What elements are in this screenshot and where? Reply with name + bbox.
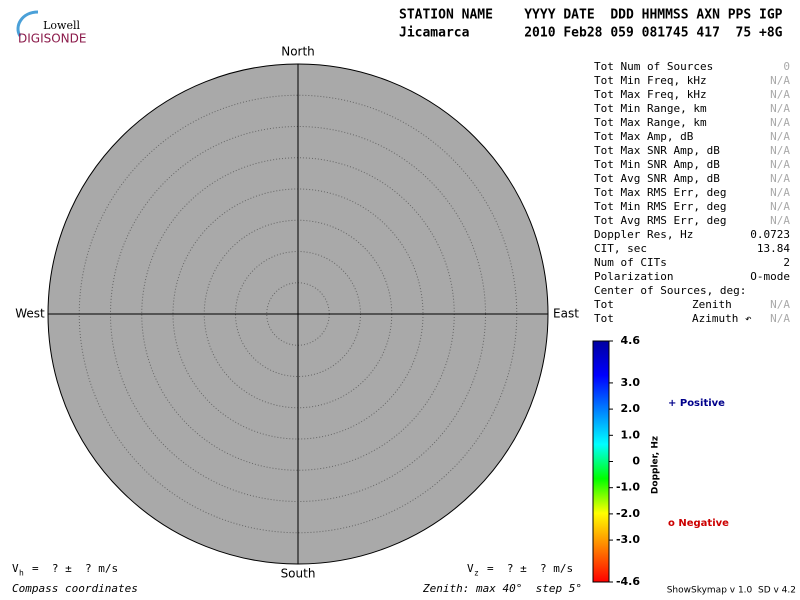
stat-value: 13.84	[757, 242, 790, 255]
logo-arc	[16, 10, 39, 37]
colorbar-tick-label: 0	[632, 455, 640, 468]
stat-value: N/A	[770, 102, 790, 115]
coords-note: Compass coordinates	[12, 582, 138, 595]
stat-label: Tot	[594, 312, 614, 325]
stat-label: Tot Max SNR Amp, dB	[594, 144, 720, 157]
header-values: Jicamarca 2010 Feb28 059 081745 417 75 +…	[399, 26, 783, 41]
stat-label: Tot	[594, 298, 614, 311]
stat-value: 0	[783, 60, 790, 73]
stat-label: Polarization	[594, 270, 673, 283]
west-label: West	[15, 307, 45, 321]
vz-sub: z	[474, 569, 479, 578]
stat-value: N/A	[770, 144, 790, 157]
stat-label: Tot Min SNR Amp, dB	[594, 158, 720, 171]
stat-value: N/A	[770, 200, 790, 213]
stat-value: O-mode	[750, 270, 790, 283]
stat-label: Doppler Res, Hz	[594, 228, 693, 241]
colorbar-tick-label: -1.0	[616, 481, 640, 494]
stat-value: N/A	[770, 298, 790, 311]
stat-label: Tot Max Freq, kHz	[594, 88, 707, 101]
vh-symbol: V	[12, 562, 19, 575]
colorbar-tick-label: 1.0	[621, 428, 641, 441]
zenith-note: Zenith: max 40° step 5°	[422, 582, 582, 595]
stat-label: Tot Max Amp, dB	[594, 130, 694, 143]
logo-line1: Lowell	[43, 19, 80, 32]
stat-label: Tot Min RMS Err, deg	[594, 200, 726, 213]
east-label: East	[553, 307, 579, 321]
vz-text: = ? ± ? m/s	[487, 562, 573, 575]
vz-symbol: V	[467, 562, 474, 575]
legend-negative: o Negative	[668, 518, 729, 529]
colorbar-tick-label: 4.6	[621, 334, 641, 347]
stat-label: Tot Avg SNR Amp, dB	[594, 172, 720, 185]
stat-value: N/A	[770, 172, 790, 185]
vh-sub: h	[19, 569, 24, 578]
stat-value: N/A	[770, 116, 790, 129]
colorbar-label: Doppler, Hz	[651, 436, 661, 494]
south-label: South	[281, 567, 316, 581]
stat-value: N/A	[770, 130, 790, 143]
stat-value: 2	[783, 256, 790, 269]
colorbar-tick-label: 2.0	[621, 402, 641, 415]
stat-label: Tot Num of Sources	[594, 60, 713, 73]
colorbar-tick-label: -4.6	[616, 575, 640, 588]
stat-sub: Zenith	[692, 298, 732, 311]
stat-value: 0.0723	[750, 228, 790, 241]
stat-value: N/A	[770, 214, 790, 227]
stat-label: Center of Sources, deg:	[594, 284, 746, 297]
stat-value: N/A	[770, 186, 790, 199]
stat-label: Tot Min Freq, kHz	[594, 74, 707, 87]
stat-label: Tot Max Range, km	[594, 116, 707, 129]
colorbar-tick-label: 3.0	[621, 376, 641, 389]
vh-text: = ? ± ? m/s	[32, 562, 118, 575]
colorbar-tick-label: -2.0	[616, 507, 640, 520]
header-labels: STATION NAME YYYY DATE DDD HHMMSS AXN PP…	[399, 8, 783, 23]
stat-sub: Azimuth ↶	[692, 312, 752, 325]
logo-line2: DIGISONDE	[18, 32, 86, 46]
colorbar	[592, 340, 610, 583]
legend-positive: + Positive	[668, 398, 725, 409]
north-label: North	[281, 45, 315, 59]
stat-value: N/A	[770, 74, 790, 87]
stat-label: Tot Avg RMS Err, deg	[594, 214, 726, 227]
stat-label: Tot Max RMS Err, deg	[594, 186, 726, 199]
stat-value: N/A	[770, 312, 790, 325]
stat-label: Num of CITs	[594, 256, 667, 269]
stat-value: N/A	[770, 158, 790, 171]
version: ShowSkymap v 1.0 SD v 4.2	[667, 586, 796, 596]
stat-label: CIT, sec	[594, 242, 647, 255]
stat-label: Tot Min Range, km	[594, 102, 707, 115]
colorbar-tick-label: -3.0	[616, 533, 640, 546]
stat-value: N/A	[770, 88, 790, 101]
